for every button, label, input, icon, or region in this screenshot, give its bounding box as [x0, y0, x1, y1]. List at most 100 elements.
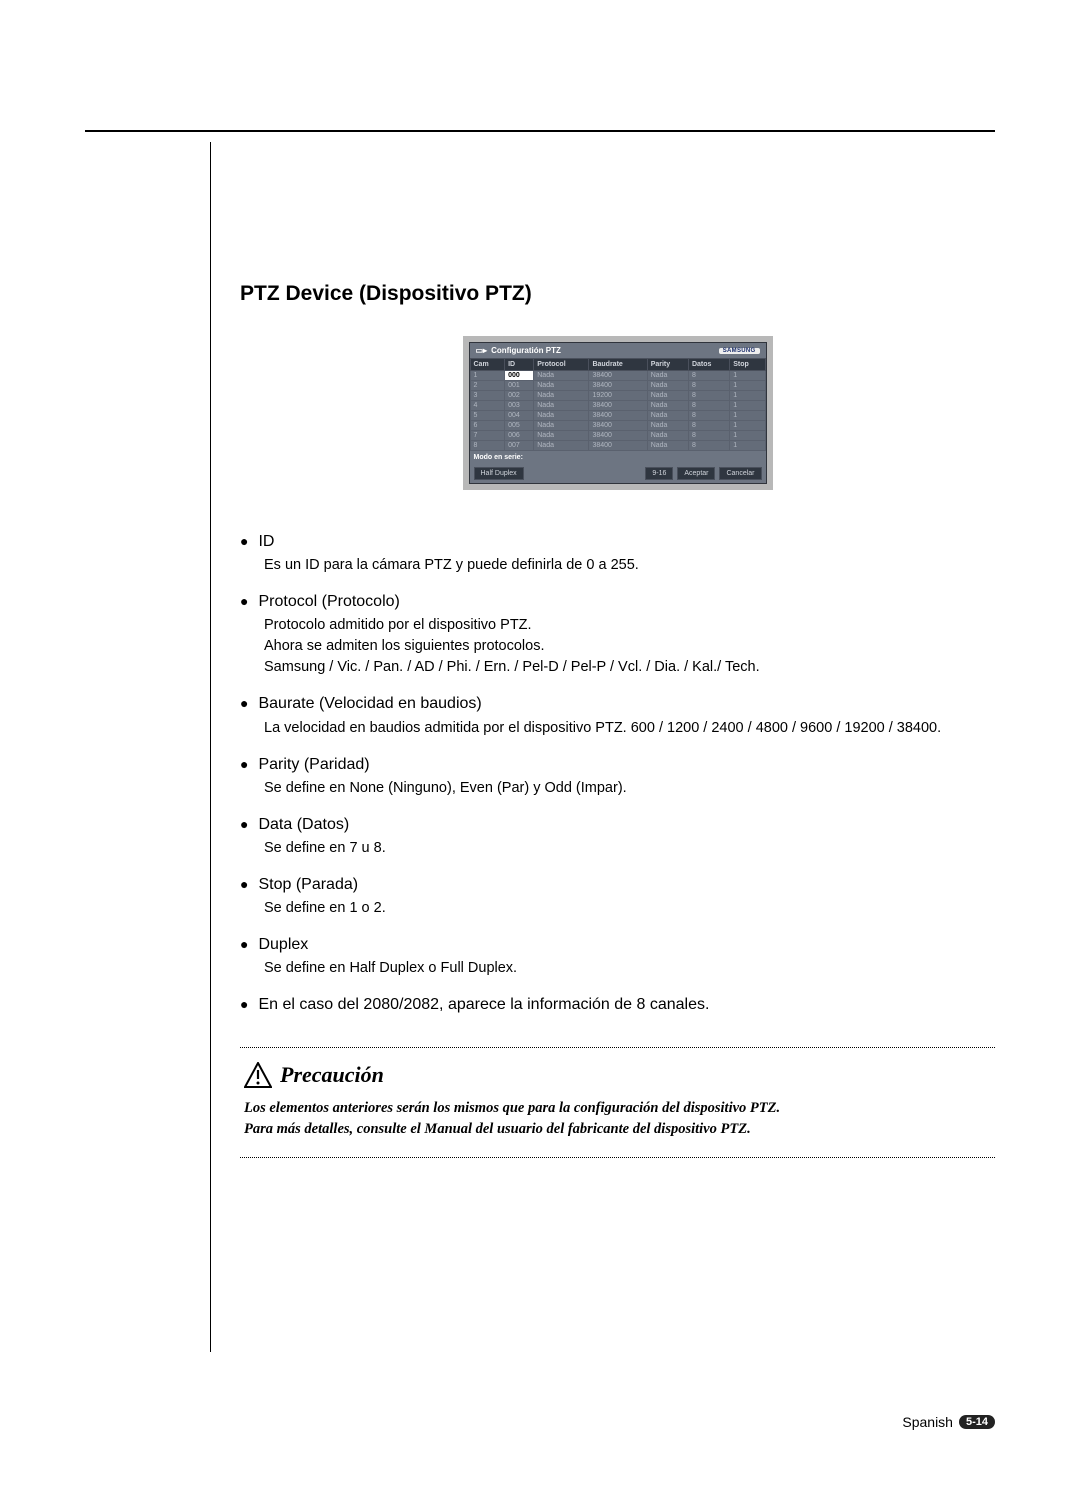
duplex-button[interactable]: Half Duplex: [474, 467, 524, 480]
bullet-icon: ●: [240, 594, 248, 608]
cell: 8: [688, 371, 729, 381]
col-header: Baudrate: [589, 359, 647, 371]
cell: 8: [688, 441, 729, 451]
item-desc: Protocolo admitido por el dispositivo PT…: [264, 615, 995, 636]
top-rule: [85, 130, 995, 132]
cell: 38400: [589, 421, 647, 431]
item-term: Stop (Parada): [258, 873, 358, 896]
item-term: ID: [258, 530, 274, 553]
list-item: ●DuplexSe define en Half Duplex o Full D…: [240, 933, 995, 979]
cell: Nada: [534, 381, 589, 391]
item-desc: Ahora se admiten los siguientes protocol…: [264, 636, 995, 657]
item-desc: Se define en 1 o 2.: [264, 898, 995, 919]
cell: 38400: [589, 431, 647, 441]
list-item: ●Baurate (Velocidad en baudios)La veloci…: [240, 692, 995, 738]
cell: 005: [505, 421, 534, 431]
serial-mode-label: Modo en serie:: [474, 454, 523, 461]
table-row: 2001Nada38400Nada81: [470, 381, 765, 391]
cell: Nada: [647, 441, 688, 451]
cell: 8: [688, 411, 729, 421]
cell: 007: [505, 441, 534, 451]
brand-logo: SAMSUNG: [719, 348, 760, 354]
cell: Nada: [647, 381, 688, 391]
item-term: Data (Datos): [258, 813, 349, 836]
page-button[interactable]: 9-16: [645, 467, 673, 480]
cell: 8: [688, 381, 729, 391]
cell: 7: [470, 431, 505, 441]
cell: 000: [505, 371, 534, 381]
ok-button[interactable]: Aceptar: [677, 467, 715, 480]
cell: Nada: [647, 421, 688, 431]
cell: 1: [470, 371, 505, 381]
window-icon: ▭▸: [476, 346, 488, 355]
cell: Nada: [647, 431, 688, 441]
list-item: ● En el caso del 2080/2082, aparece la in…: [240, 993, 995, 1016]
footer-lang: Spanish: [902, 1414, 953, 1430]
caution-line-2: Para más detalles, consulte el Manual de…: [244, 1119, 991, 1141]
bullet-icon: ●: [240, 817, 248, 831]
cell: 002: [505, 391, 534, 401]
warning-icon: [244, 1062, 272, 1088]
bullet-icon: ●: [240, 937, 248, 951]
cell: 001: [505, 381, 534, 391]
cell: 1: [730, 441, 765, 451]
cell: 1: [730, 391, 765, 401]
col-header: Parity: [647, 359, 688, 371]
item-term: En el caso del 2080/2082, aparece la inf…: [258, 993, 709, 1016]
cell: 006: [505, 431, 534, 441]
page-number-badge: 5-14: [959, 1415, 995, 1429]
table-row: 1000Nada38400Nada81: [470, 371, 765, 381]
bullet-icon: ●: [240, 534, 248, 548]
cell: Nada: [647, 371, 688, 381]
cancel-button[interactable]: Cancelar: [719, 467, 761, 480]
cell: Nada: [534, 421, 589, 431]
cell: 1: [730, 371, 765, 381]
list-item: ●Protocol (Protocolo)Protocolo admitido …: [240, 590, 995, 678]
cell: 2: [470, 381, 505, 391]
cell: 6: [470, 421, 505, 431]
cell: 38400: [589, 401, 647, 411]
table-row: 8007Nada38400Nada81: [470, 441, 765, 451]
cell: Nada: [534, 411, 589, 421]
table-row: 5004Nada38400Nada81: [470, 411, 765, 421]
cell: Nada: [647, 401, 688, 411]
page-footer: Spanish 5-14: [902, 1414, 995, 1430]
table-row: 6005Nada38400Nada81: [470, 421, 765, 431]
table-row: 3002Nada19200Nada81: [470, 391, 765, 401]
item-desc: Es un ID para la cámara PTZ y puede defi…: [264, 555, 995, 576]
cell: 38400: [589, 411, 647, 421]
table-row: 4003Nada38400Nada81: [470, 401, 765, 411]
cell: 1: [730, 431, 765, 441]
col-header: ID: [505, 359, 534, 371]
cell: 8: [688, 431, 729, 441]
cell: 1: [730, 411, 765, 421]
cell: Nada: [534, 371, 589, 381]
bullet-icon: ●: [240, 877, 248, 891]
cell: 8: [688, 401, 729, 411]
bullet-icon: ●: [240, 997, 248, 1011]
cell: 38400: [589, 441, 647, 451]
list-item: ● IDEs un ID para la cámara PTZ y puede d…: [240, 530, 995, 576]
cell: 3: [470, 391, 505, 401]
cell: Nada: [534, 401, 589, 411]
list-item: ●Data (Datos)Se define en 7 u 8.: [240, 813, 995, 859]
cell: Nada: [534, 431, 589, 441]
ptz-table: CamIDProtocolBaudrateParityDatosStop 100…: [470, 358, 766, 451]
cell: Nada: [647, 391, 688, 401]
caution-line-1: Los elementos anteriores serán los mismo…: [244, 1098, 991, 1120]
col-header: Stop: [730, 359, 765, 371]
item-term: Parity (Paridad): [258, 753, 369, 776]
window-title: Configuratión PTZ: [491, 346, 561, 355]
cell: 1: [730, 381, 765, 391]
col-header: Datos: [688, 359, 729, 371]
col-header: Protocol: [534, 359, 589, 371]
vertical-rule: [210, 142, 211, 1352]
cell: 38400: [589, 381, 647, 391]
cell: Nada: [647, 411, 688, 421]
cell: 004: [505, 411, 534, 421]
cell: 8: [470, 441, 505, 451]
cell: 003: [505, 401, 534, 411]
config-screenshot: ▭▸ Configuratión PTZ SAMSUNG CamIDProtoc…: [463, 336, 773, 490]
col-header: Cam: [470, 359, 505, 371]
item-term: Duplex: [258, 933, 308, 956]
